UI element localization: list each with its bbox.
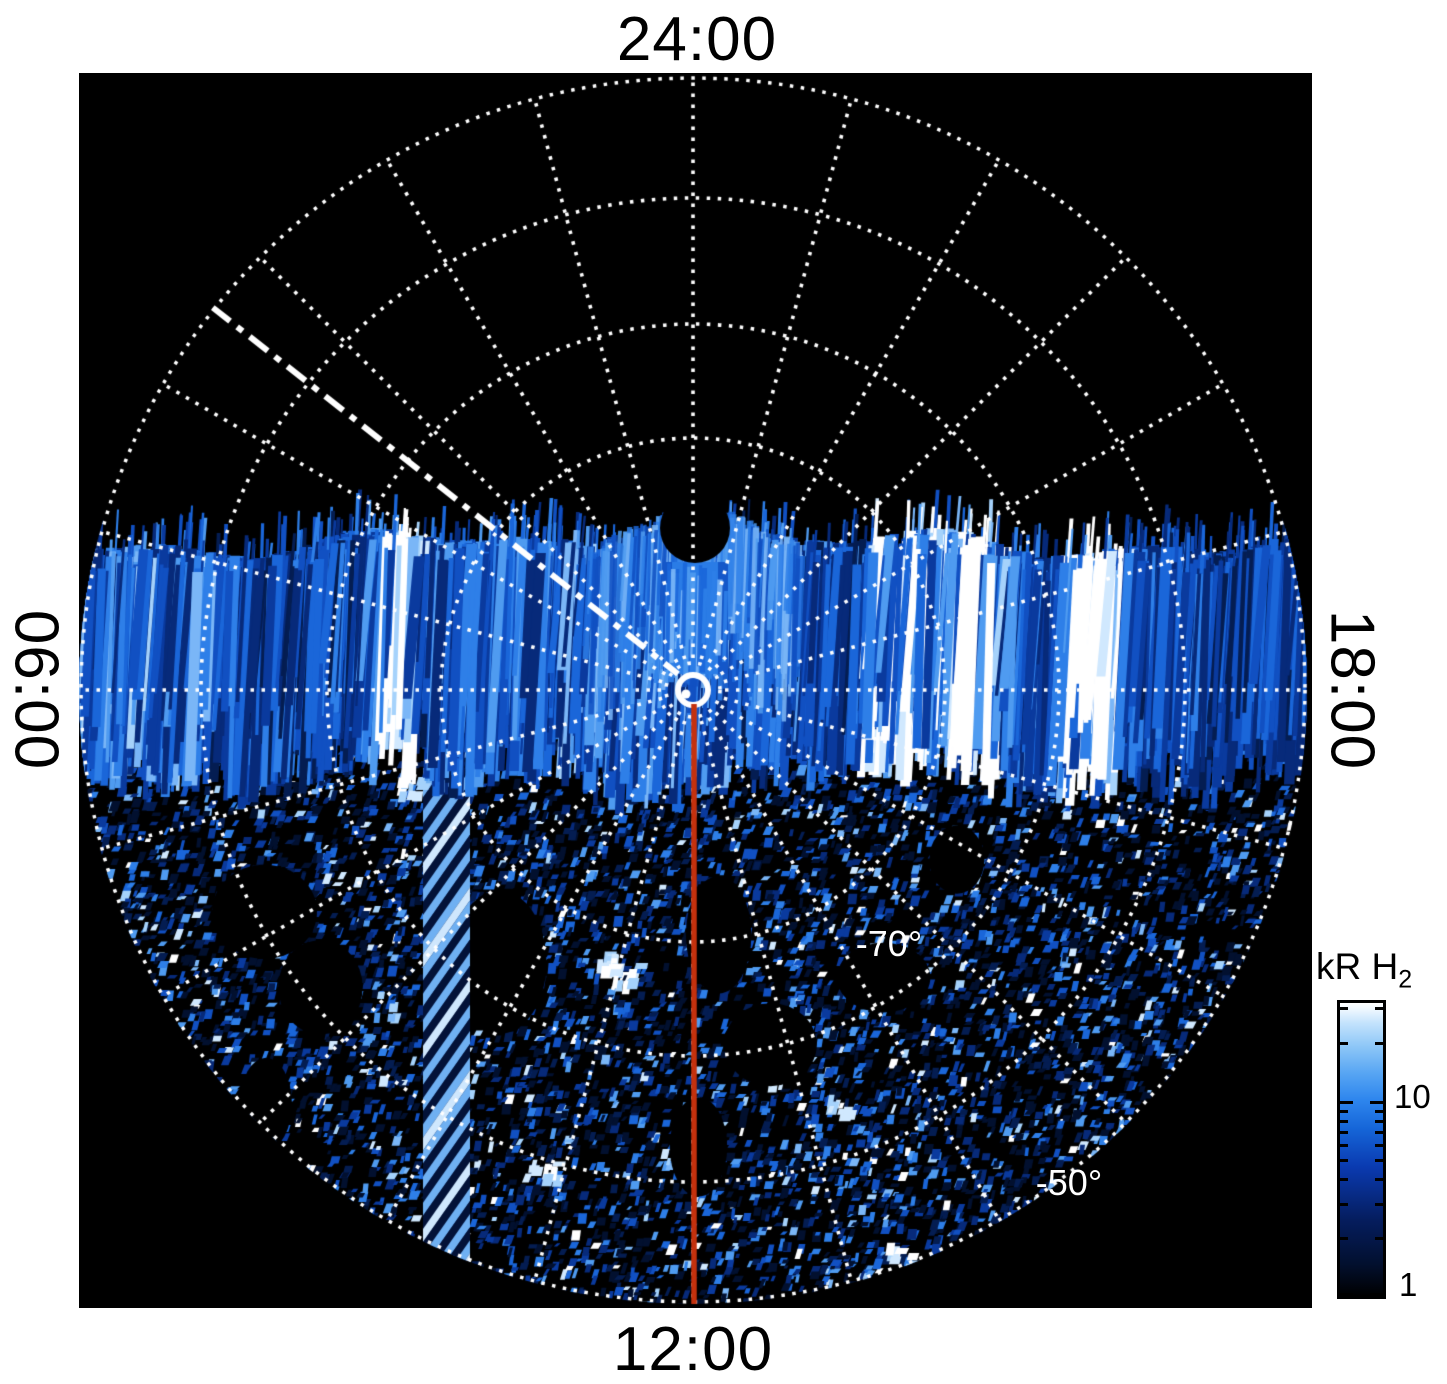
local-time-label-1200: 12:00 [612,1315,774,1384]
local-time-label-0600: 06:00 [1,609,71,771]
colorbar-title-base: kR H [1316,946,1399,987]
colorbar-tick [1340,1101,1353,1104]
colorbar-tick-label-10: 10 [1394,1078,1431,1115]
colorbar-tick [1340,1237,1348,1240]
colorbar-title-subscript: 2 [1398,965,1413,994]
colorbar-tick [1340,1007,1348,1010]
polar-emission-map [79,73,1312,1308]
colorbar-tick [1340,1120,1348,1123]
local-time-label-1800: 18:00 [1317,609,1387,771]
colorbar-tick [1375,1007,1383,1010]
latitude-label-minus50: -50° [1035,1162,1103,1203]
colorbar-tick [1375,1159,1383,1162]
colorbar-tick [1375,1042,1383,1045]
colorbar-tick [1375,1131,1383,1134]
colorbar-tick [1375,1110,1383,1113]
colorbar-tick [1375,1144,1383,1147]
colorbar-tick [1340,1159,1348,1162]
colorbar-tick [1375,1203,1383,1206]
latitude-label-minus70: -70° [855,923,923,964]
colorbar-tick [1340,1144,1348,1147]
colorbar-tick [1340,1203,1348,1206]
colorbar-tick [1340,1110,1348,1113]
colorbar-gradient [1337,1000,1386,1299]
local-time-label-2400: 24:00 [616,5,778,74]
colorbar-tick [1375,1178,1383,1181]
colorbar-title: kR H2 [1316,946,1412,994]
colorbar-tick [1340,1042,1348,1045]
colorbar-tick [1375,1120,1383,1123]
colorbar-tick [1340,1131,1348,1134]
colorbar-tick [1340,1293,1353,1296]
colorbar-tick [1375,1237,1383,1240]
colorbar-tick-label-1: 1 [1399,1266,1418,1303]
colorbar-tick [1340,1178,1348,1181]
colorbar-tick [1370,1101,1383,1104]
colorbar-tick [1370,1293,1383,1296]
